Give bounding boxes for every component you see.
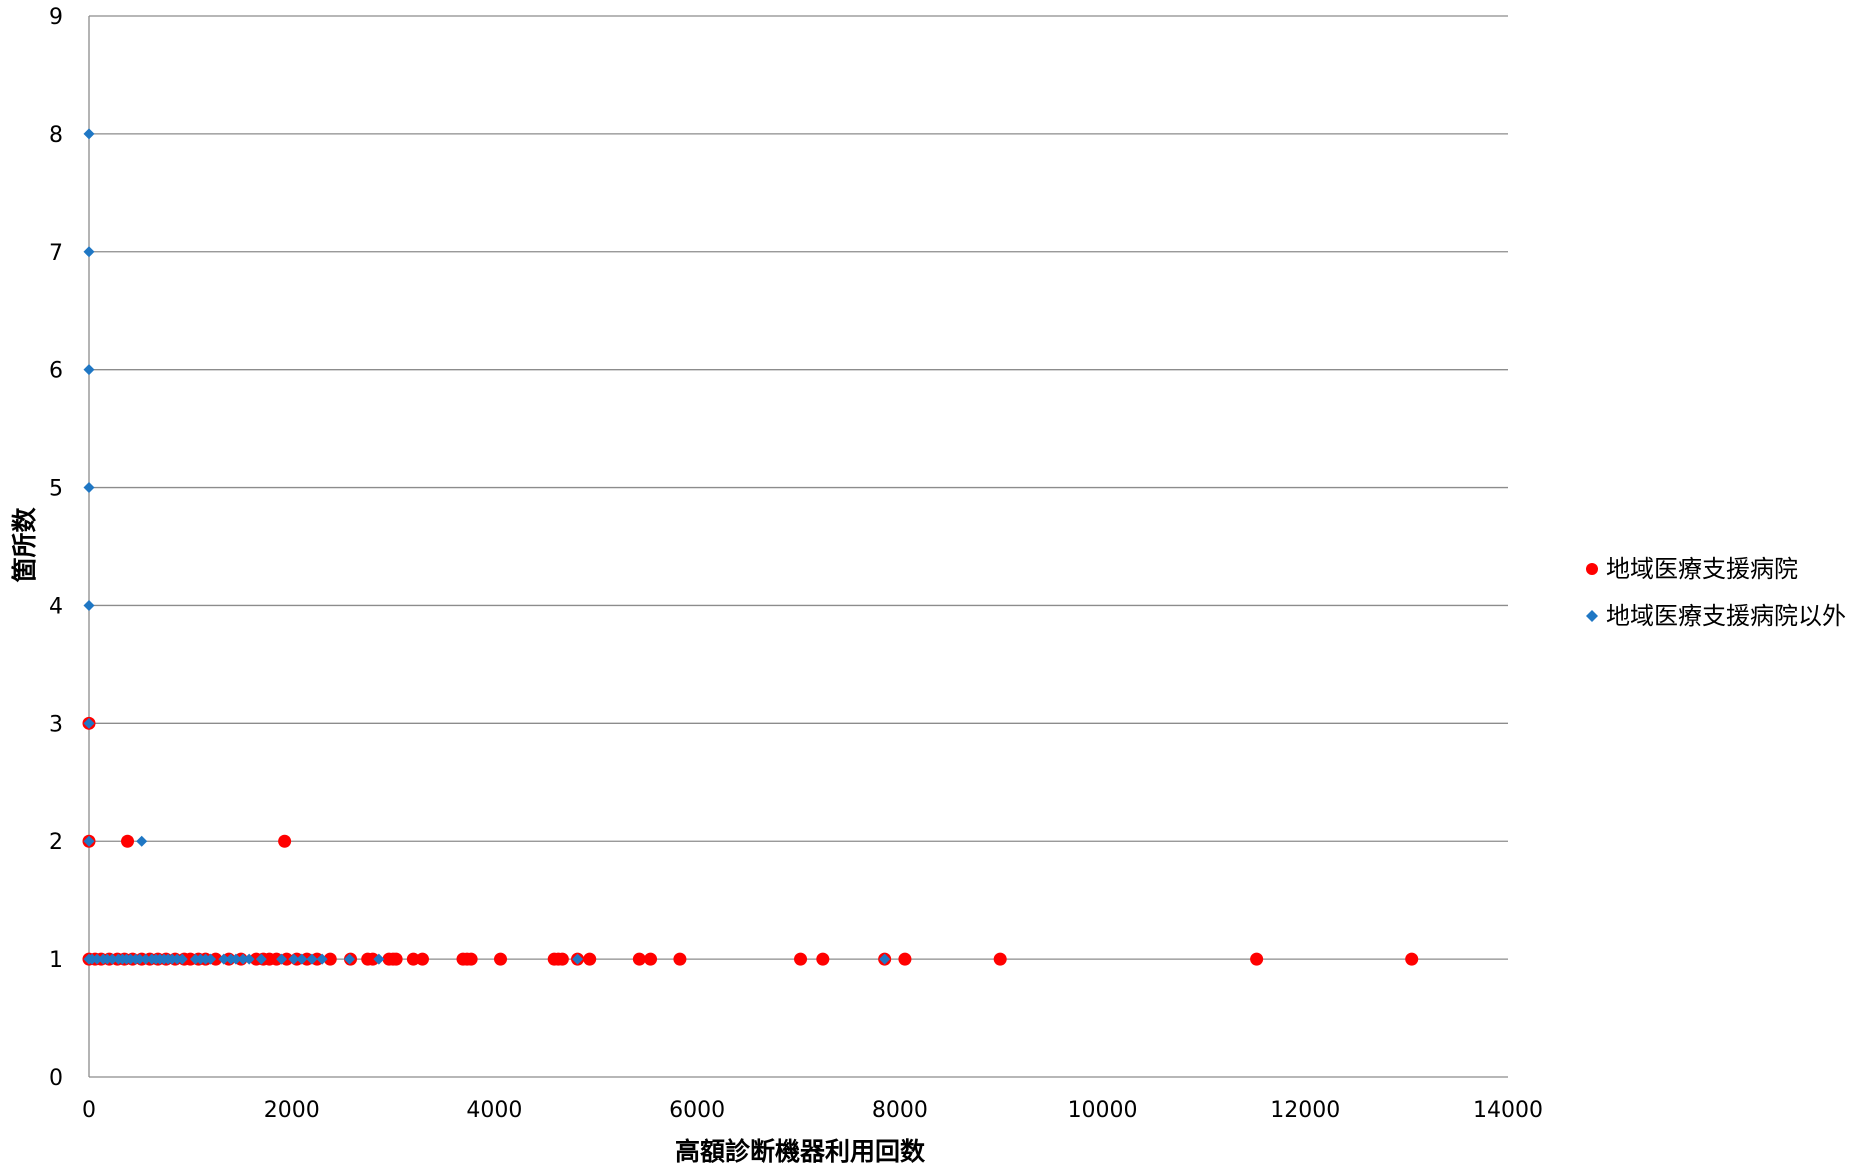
x-tick-label: 12000	[1270, 1098, 1340, 1123]
y-tick-label: 4	[49, 594, 63, 619]
data-point-series-2	[255, 953, 267, 965]
data-point-series-1	[1250, 952, 1264, 966]
data-point-series-2	[276, 953, 288, 965]
y-tick-label: 6	[49, 359, 63, 384]
data-point-series-2	[316, 953, 328, 965]
x-tick-label: 8000	[872, 1098, 928, 1123]
data-point-series-1	[632, 952, 646, 966]
data-point-series-1	[555, 952, 569, 966]
legend-label-series-2: 地域医療支援病院以外	[1606, 602, 1846, 630]
x-tick-label: 10000	[1068, 1098, 1138, 1123]
legend-label-series-1: 地域医療支援病院	[1606, 555, 1798, 583]
data-point-series-2	[134, 953, 146, 965]
data-point-series-2	[83, 835, 95, 847]
data-point-series-2	[205, 953, 217, 965]
data-point-series-2	[83, 246, 95, 258]
data-point-series-1	[898, 952, 912, 966]
data-point-series-1	[794, 952, 808, 966]
data-point-series-2	[136, 835, 148, 847]
legend: 地域医療支援病院 地域医療支援病院以外	[1586, 555, 1846, 630]
data-point-series-2	[572, 953, 584, 965]
data-point-series-1	[389, 952, 403, 966]
y-tick-label: 1	[49, 948, 63, 973]
data-point-series-2	[83, 128, 95, 140]
axes	[88, 16, 1508, 1078]
y-tick-label: 2	[49, 830, 63, 855]
x-axis-title: 高額診断機器利用回数	[675, 1137, 926, 1166]
data-point-series-1	[464, 952, 478, 966]
data-point-series-2	[140, 953, 152, 965]
data-points	[82, 128, 1419, 966]
data-point-series-1	[278, 834, 292, 848]
data-point-series-2	[230, 953, 242, 965]
data-point-series-1	[406, 952, 420, 966]
x-tick-label: 0	[82, 1098, 96, 1123]
data-point-series-1	[415, 952, 429, 966]
data-point-series-2	[83, 364, 95, 376]
data-point-series-1	[673, 952, 687, 966]
data-point-series-1	[366, 952, 380, 966]
data-point-series-2	[373, 953, 385, 965]
y-axis-title: 箇所数	[10, 507, 39, 583]
data-point-series-2	[218, 953, 230, 965]
tick-labels: 0 1 2 3 4 5 6 7 8 9 0 2000 4000 6000 8000 10000 12000 140…	[49, 5, 1543, 1123]
data-point-series-1	[816, 952, 830, 966]
legend-marker-series-1	[1586, 563, 1598, 575]
data-point-series-2	[296, 953, 308, 965]
data-point-series-1	[993, 952, 1007, 966]
y-tick-label: 0	[49, 1066, 63, 1091]
data-point-series-1	[583, 952, 597, 966]
gridlines	[89, 15, 1508, 960]
data-point-series-1	[644, 952, 658, 966]
x-tick-label: 4000	[466, 1098, 522, 1123]
data-point-series-2	[83, 482, 95, 494]
data-point-series-2	[343, 953, 355, 965]
data-point-series-2	[306, 953, 318, 965]
x-tick-label: 6000	[669, 1098, 725, 1123]
data-point-series-1	[1405, 952, 1419, 966]
data-point-series-2	[83, 717, 95, 729]
data-point-series-1	[323, 952, 337, 966]
data-point-series-2	[879, 953, 891, 965]
data-point-series-2	[91, 953, 103, 965]
data-point-series-2	[176, 953, 188, 965]
y-tick-label: 5	[49, 477, 63, 502]
data-point-series-2	[243, 953, 255, 965]
data-point-series-1	[121, 834, 135, 848]
y-tick-label: 7	[49, 241, 63, 266]
data-point-series-2	[237, 953, 249, 965]
x-tick-label: 2000	[264, 1098, 320, 1123]
data-point-series-1	[494, 952, 508, 966]
legend-marker-series-2	[1586, 610, 1598, 622]
data-point-series-2	[83, 599, 95, 611]
data-point-series-2	[106, 953, 118, 965]
x-tick-label: 14000	[1473, 1098, 1543, 1123]
y-tick-label: 3	[49, 712, 63, 737]
y-tick-label: 8	[49, 123, 63, 148]
data-point-series-2	[288, 953, 300, 965]
y-tick-label: 9	[49, 5, 63, 30]
